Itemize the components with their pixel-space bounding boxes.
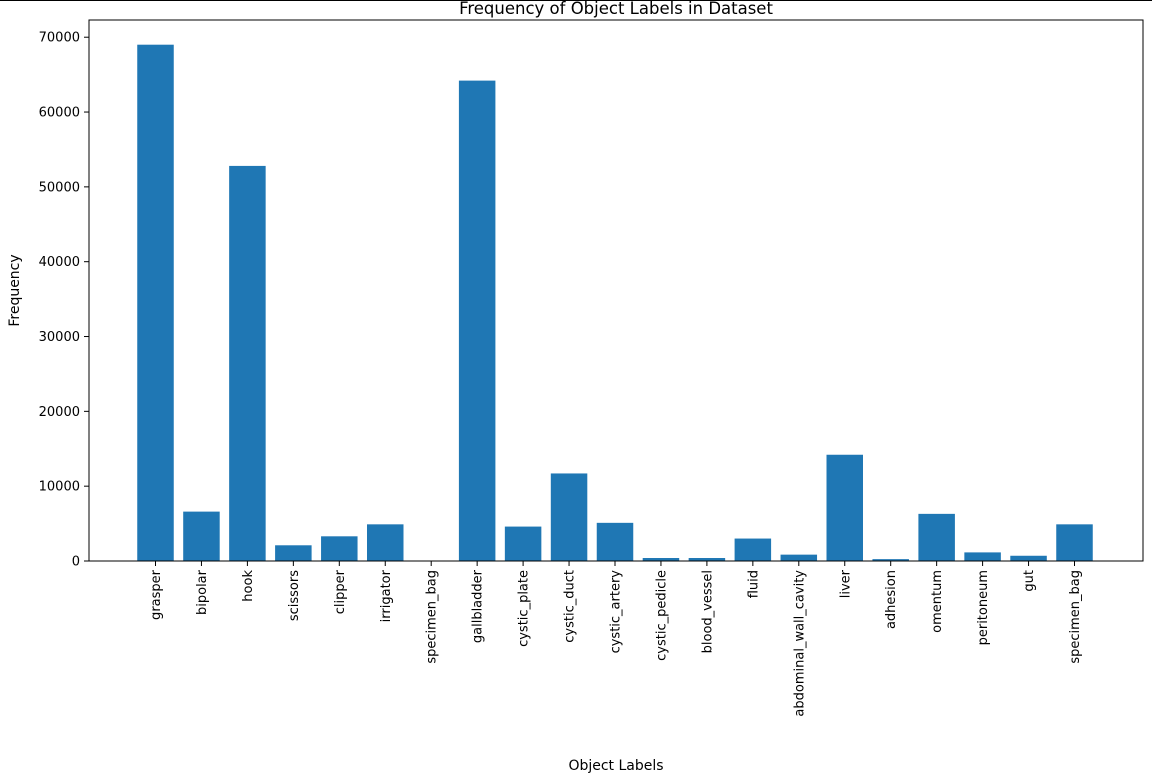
x-tick-label: peritoneum [976,570,991,645]
top-border-line [0,0,1152,1]
x-tick-label: bipolar [195,569,210,615]
bar-omentum [918,513,955,561]
x-tick-label: fluid [746,570,761,598]
bar-liver [826,454,863,561]
bar-cystic-pedicle [642,558,680,561]
x-axis-title: Object Labels [568,758,663,774]
y-tick-label: 0 [72,555,80,570]
x-tick-label: irrigator [379,569,394,622]
y-axis-ticks: 0 10000 20000 30000 40000 50000 60000 70000 [39,31,89,570]
y-axis-title: Frequency [7,254,23,326]
x-tick-label: hook [241,570,256,602]
bar-cystic-plate [504,526,542,561]
y-tick-label: 40000 [39,255,80,270]
bar-gallbladder [458,80,496,561]
bars-group [137,44,1093,562]
bar-blood-vessel [688,558,726,561]
bar-peritoneum [964,552,1001,561]
x-axis-ticks: grasper bipolar hook scissors clipper irrigat… [149,561,1083,717]
y-tick-label: 70000 [39,31,80,46]
x-tick-label: grasper [149,569,164,620]
bar-grasper [137,44,174,562]
bar-irrigator [367,524,404,561]
x-tick-label: specimen_bag [425,570,440,664]
x-tick-label: cystic_duct [563,570,578,643]
x-tick-label: specimen_bag [1068,570,1083,664]
x-tick-label: scissors [287,570,302,621]
chart-title: Frequency of Object Labels in Dataset [459,0,773,18]
x-tick-label: clipper [333,569,348,614]
x-tick-label: cystic_artery [609,570,624,654]
bar-abdominal-wall-cavity [780,554,818,561]
bar-gut [1010,555,1047,561]
x-tick-label: adhesion [884,570,899,629]
y-tick-label: 50000 [39,180,80,195]
x-tick-label: blood_vessel [700,570,715,653]
y-tick-label: 20000 [39,405,80,420]
bar-cystic-duct [550,473,588,561]
x-tick-label: abdominal_wall_cavity [792,570,807,717]
x-tick-label: cystic_pedicle [654,570,669,661]
bar-scissors [275,545,312,561]
bar-fluid [734,538,772,561]
bar-cystic-artery [596,522,634,561]
x-tick-label: gut [1022,570,1037,592]
y-tick-label: 60000 [39,106,80,121]
bar-hook [229,165,266,562]
x-tick-label: cystic_plate [517,570,532,647]
y-tick-label: 10000 [39,480,80,495]
x-tick-label: gallbladder [471,569,486,643]
x-tick-label: liver [838,569,853,598]
y-tick-label: 30000 [39,330,80,345]
bar-specimen-bag [1056,524,1093,561]
x-tick-label: omentum [930,570,945,633]
bar-bipolar [183,511,220,561]
bar-adhesion [872,559,909,561]
bar-clipper [321,536,358,561]
plot-area-frame [88,19,1144,562]
